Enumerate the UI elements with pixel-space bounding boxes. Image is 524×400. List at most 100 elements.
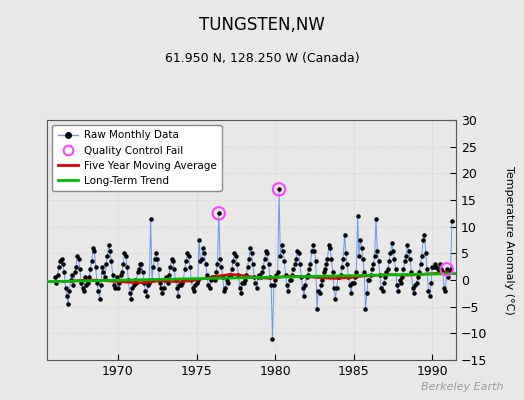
Point (292, 256, 300, 262)
Point (321, 266, 329, 272)
Point (165, 272, 173, 278)
Point (63, 293, 71, 299)
Point (390, 256, 398, 262)
Point (444, 274, 452, 280)
Point (337, 264, 346, 270)
Point (152, 250, 160, 256)
Point (66, 288, 74, 294)
Point (86, 266, 94, 272)
Point (161, 277, 169, 283)
Point (250, 274, 258, 280)
Point (137, 261, 146, 267)
Point (185, 264, 194, 270)
Point (176, 282, 184, 288)
Point (228, 266, 236, 272)
Point (271, 277, 279, 283)
Point (417, 261, 425, 267)
Point (237, 290, 245, 296)
Point (94, 288, 103, 294)
Point (284, 288, 292, 294)
Point (303, 272, 312, 278)
Point (368, 266, 376, 272)
Point (296, 261, 304, 267)
Point (274, 269, 282, 275)
Point (394, 288, 402, 294)
Point (235, 285, 244, 291)
Point (132, 280, 140, 286)
Point (287, 277, 295, 283)
Point (219, 274, 227, 280)
Point (363, 290, 371, 296)
Point (311, 258, 320, 264)
Point (382, 269, 390, 275)
Point (370, 253, 379, 259)
Point (355, 253, 363, 259)
Point (204, 282, 213, 288)
Point (171, 277, 180, 283)
Point (188, 285, 196, 291)
Point (372, 216, 380, 222)
Point (85, 274, 93, 280)
Point (275, 186, 283, 192)
Point (239, 280, 248, 286)
Point (297, 274, 305, 280)
Point (286, 277, 294, 283)
Point (335, 274, 343, 280)
Point (275, 186, 283, 192)
Point (201, 261, 210, 267)
Text: 61.950 N, 128.250 W (Canada): 61.950 N, 128.250 W (Canada) (165, 52, 359, 65)
Point (91, 264, 100, 270)
Point (300, 293, 308, 299)
Point (425, 293, 434, 299)
Point (212, 269, 221, 275)
Point (419, 237, 428, 243)
Point (248, 261, 257, 267)
Point (309, 242, 318, 248)
Point (115, 280, 123, 286)
Point (397, 280, 405, 286)
Point (253, 285, 261, 291)
Point (157, 285, 166, 291)
Point (220, 288, 228, 294)
Point (446, 266, 455, 272)
Point (418, 253, 426, 259)
Point (384, 266, 392, 272)
Point (221, 285, 230, 291)
Point (374, 258, 383, 264)
Point (205, 285, 214, 291)
Point (58, 256, 66, 262)
Point (406, 256, 414, 262)
Point (200, 250, 209, 256)
Point (75, 266, 84, 272)
Point (293, 248, 302, 254)
Point (229, 258, 237, 264)
Point (242, 272, 250, 278)
Point (69, 282, 78, 288)
Point (305, 266, 313, 272)
Point (182, 258, 190, 264)
Point (231, 250, 239, 256)
Point (199, 245, 208, 251)
Point (294, 250, 303, 256)
Point (178, 280, 186, 286)
Point (266, 274, 274, 280)
Point (61, 285, 70, 291)
Point (90, 248, 99, 254)
Point (315, 290, 324, 296)
Point (279, 248, 287, 254)
Point (73, 253, 82, 259)
Point (102, 261, 111, 267)
Point (302, 274, 311, 280)
Point (173, 285, 181, 291)
Point (360, 269, 368, 275)
Point (246, 245, 255, 251)
Point (183, 250, 192, 256)
Point (111, 285, 119, 291)
Point (143, 293, 151, 299)
Point (144, 282, 152, 288)
Point (343, 261, 351, 267)
Point (365, 277, 374, 283)
Point (323, 256, 332, 262)
Point (215, 210, 223, 216)
Point (146, 216, 155, 222)
